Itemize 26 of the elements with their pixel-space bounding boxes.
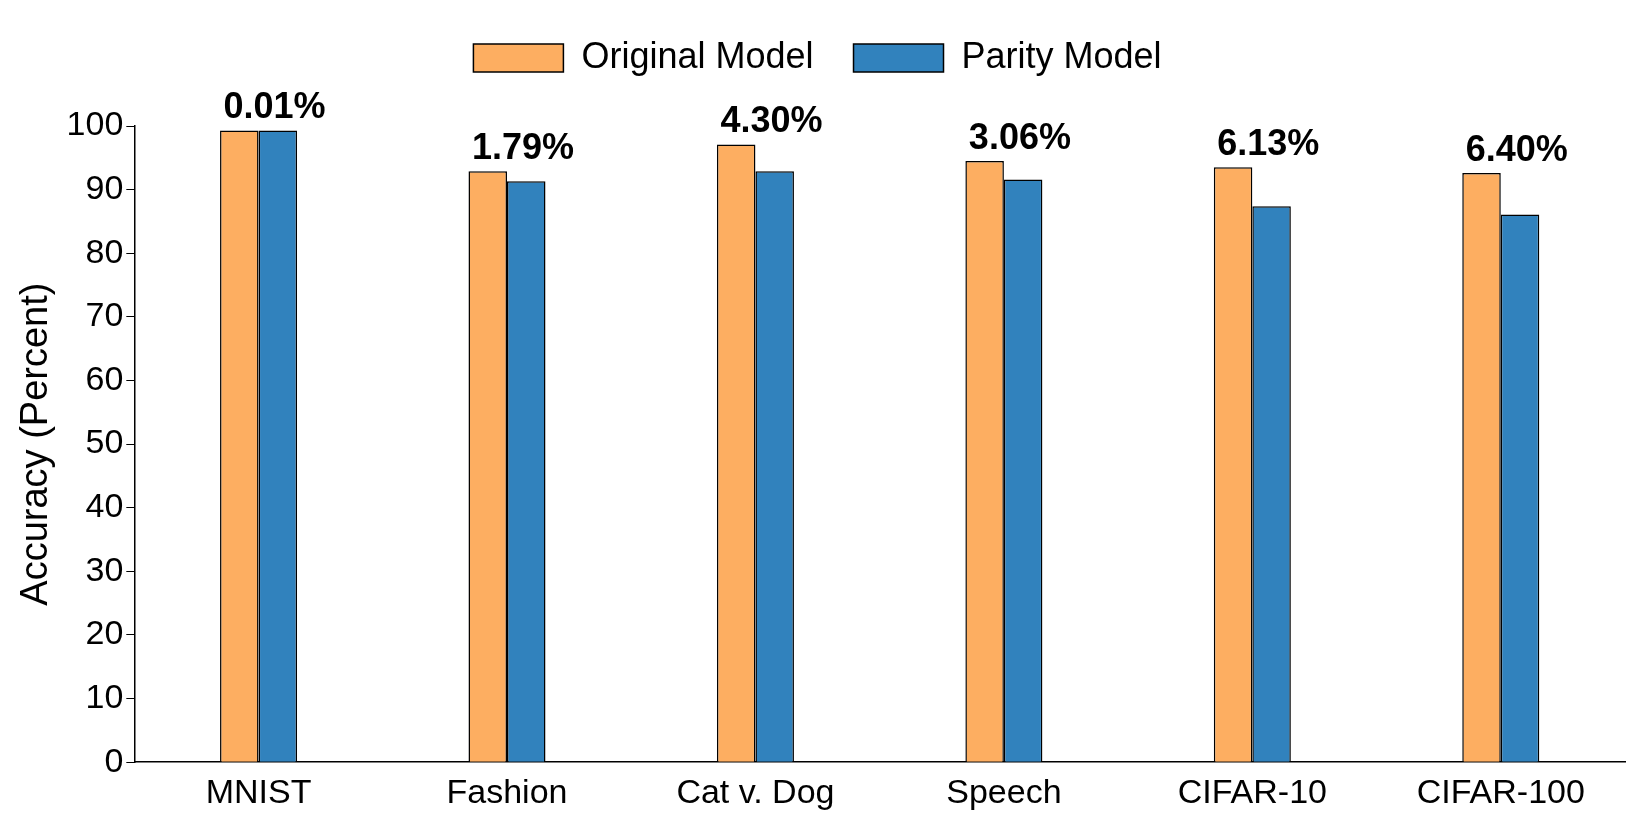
annotation: 4.30% (720, 99, 823, 141)
x-tick-label: CIFAR-100 (1416, 771, 1585, 810)
x-tick-label: Fashion (446, 771, 568, 810)
y-tick-label: 70 (85, 295, 124, 334)
legend-label: Original Model (581, 34, 814, 76)
y-tick-label: 20 (85, 613, 124, 652)
y-tick-label: 90 (85, 167, 124, 206)
annotation: 6.40% (1465, 128, 1568, 169)
annotation: 3.06% (968, 115, 1071, 157)
y-tick-label: 100 (66, 104, 124, 143)
x-tick-label: MNIST (205, 771, 312, 810)
y-tick-label: 0 (104, 740, 124, 779)
x-tick-label: Speech (946, 771, 1062, 810)
y-tick-label: 40 (85, 486, 124, 525)
y-tick-label: 10 (85, 676, 124, 715)
y-tick-label: 50 (85, 422, 124, 461)
annotation: 0.01% (223, 85, 326, 127)
legend-label: Parity Model (961, 34, 1162, 76)
annotation: 1.79% (471, 126, 575, 168)
y-tick-label: 30 (85, 549, 124, 588)
x-tick-label: CIFAR-10 (1177, 771, 1327, 810)
annotation: 6.13% (1217, 122, 1320, 164)
x-tick-label: Cat v. Dog (676, 771, 835, 810)
y-tick-label: 80 (85, 231, 124, 270)
y-axis-title: Accuracy (Percent) (13, 282, 56, 606)
y-tick-label: 60 (85, 358, 124, 397)
